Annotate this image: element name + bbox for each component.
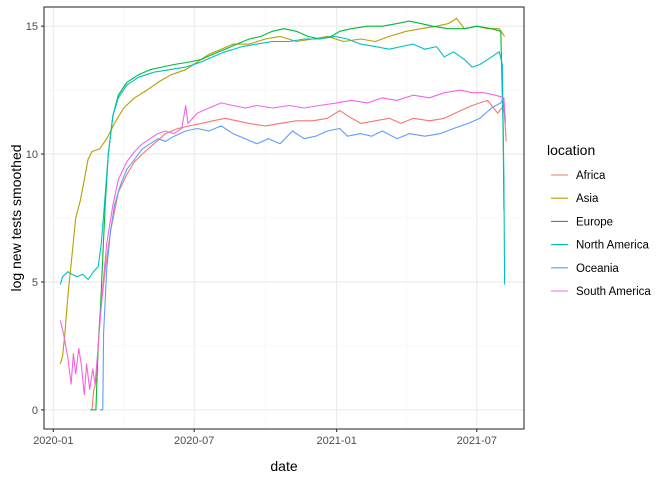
legend-label: Asia — [576, 193, 599, 205]
series-line-africa — [91, 99, 507, 410]
legend-item-africa: Africa — [551, 170, 606, 182]
y-tick-label: 5 — [32, 277, 38, 289]
legend-label: Africa — [576, 170, 606, 182]
legend-items: Africa Asia Europe North America Oceania Sout… — [551, 170, 651, 298]
x-axis: 2020-01 2020-07 2021-01 2021-07 — [33, 429, 497, 447]
major-gridlines — [44, 7, 524, 429]
y-tick-label: 15 — [26, 21, 38, 33]
x-tick-label: 2020-07 — [174, 435, 214, 447]
x-tick-label: 2020-01 — [33, 435, 73, 447]
legend-label: Oceania — [576, 263, 619, 275]
legend-title: location — [547, 142, 595, 158]
legend: location Africa Asia Europe North America Oc… — [547, 142, 651, 298]
legend-label: North America — [576, 240, 649, 252]
y-axis-title: log new tests smoothed — [8, 144, 24, 291]
y-axis: 0 5 10 15 — [26, 21, 44, 417]
series-line-north-america — [59, 35, 506, 285]
legend-label: Europe — [576, 216, 613, 228]
legend-item-europe: Europe — [551, 216, 613, 228]
x-tick-label: 2021-01 — [316, 435, 356, 447]
legend-item-south-america: South America — [551, 286, 651, 298]
legend-item-oceania: Oceania — [551, 263, 619, 275]
series-line-south-america — [59, 89, 506, 396]
plot-border — [43, 6, 525, 430]
series-line-asia — [59, 17, 506, 364]
x-tick-label: 2021-07 — [457, 435, 497, 447]
legend-item-north-america: North America — [551, 240, 649, 252]
y-tick-label: 10 — [26, 149, 38, 161]
series-lines — [59, 17, 507, 411]
legend-label: South America — [576, 286, 651, 298]
series-line-oceania — [99, 97, 506, 411]
x-axis-title: date — [270, 458, 297, 474]
legend-item-asia: Asia — [551, 193, 599, 205]
y-tick-label: 0 — [32, 405, 38, 417]
